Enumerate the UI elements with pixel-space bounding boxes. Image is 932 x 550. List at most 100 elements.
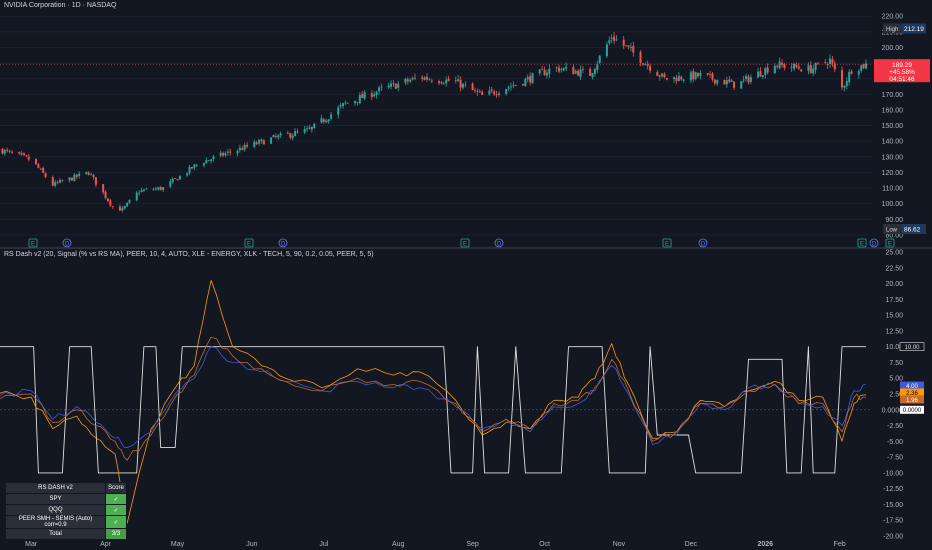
candle-body — [121, 208, 124, 211]
candle-body — [627, 45, 630, 47]
candle-body — [306, 128, 309, 130]
price-change-label: +45.58% — [889, 69, 915, 76]
indicator-tick-label: 2.50 — [889, 392, 903, 399]
candle-body — [286, 132, 289, 134]
earnings-marker-label: E — [860, 241, 864, 247]
earnings-marker-label: E — [463, 241, 467, 247]
candle-body — [831, 59, 834, 64]
candle-body — [123, 206, 126, 209]
indicator-tick-label: -2.50 — [887, 423, 903, 430]
candle-body — [673, 76, 676, 79]
candle-body — [593, 69, 596, 74]
indicator-tick-label: 7.50 — [889, 360, 903, 367]
indicator-tick-label: 15.00 — [885, 313, 903, 320]
candle-body — [346, 102, 349, 104]
low-tag-box — [883, 224, 902, 234]
indicator-tick-label: -20.00 — [883, 534, 903, 541]
candle-body — [862, 64, 865, 68]
dividend-marker-icon — [278, 238, 288, 248]
candle-body — [73, 174, 76, 182]
candle-body — [327, 119, 330, 122]
last-price-box — [874, 59, 930, 83]
candle-body — [109, 200, 112, 206]
candle-body — [817, 62, 820, 64]
indicator-value-label: 2.36 — [906, 391, 918, 397]
candle-body — [361, 94, 364, 98]
candle-body — [27, 156, 30, 160]
candle-body — [661, 73, 664, 77]
dividend-marker-label: D — [65, 241, 70, 247]
indicator-series-line — [0, 336, 867, 461]
candle-body — [759, 71, 762, 77]
candle-body — [241, 148, 244, 151]
high-tag: High — [886, 27, 898, 33]
candle-body — [68, 177, 71, 181]
candle-body — [3, 149, 6, 154]
candle-body — [725, 80, 728, 85]
x-tick-label: 2026 — [757, 541, 773, 548]
candle-body — [865, 63, 867, 69]
price-tick-label: 100.00 — [882, 201, 904, 208]
candle-body — [169, 181, 172, 187]
candle-body — [272, 135, 275, 138]
candle-body — [461, 83, 464, 88]
price-pane-title: NVIDIA Corporation · 1D · NASDAQ — [4, 2, 117, 9]
candle-body — [190, 167, 193, 169]
candle-body — [807, 65, 810, 71]
candle-body — [296, 131, 299, 133]
candle-body — [39, 168, 42, 170]
table-row-score: ✓ — [105, 515, 127, 529]
candle-body — [493, 91, 496, 95]
candle-body — [572, 66, 575, 75]
candle-body — [313, 123, 316, 128]
candle-body — [442, 83, 445, 85]
candle-body — [749, 77, 752, 83]
candle-body — [390, 83, 393, 87]
candle-body — [426, 76, 429, 80]
candle-body — [87, 172, 90, 175]
candle-body — [157, 187, 160, 190]
candle-body — [174, 178, 177, 179]
candle-body — [711, 73, 714, 80]
candle-body — [54, 181, 57, 186]
earnings-marker-icon — [885, 238, 895, 248]
candle-body — [6, 149, 9, 151]
candle-body — [454, 80, 457, 82]
candle-body — [730, 80, 733, 83]
candle-body — [548, 68, 551, 74]
indicator-tick-label: -7.50 — [887, 455, 903, 462]
table-header-name: RS DASH v2 — [5, 482, 106, 494]
candle-body — [289, 133, 292, 138]
candle-body — [294, 131, 297, 137]
candle-body — [243, 144, 246, 150]
indicator-tick-label: -10.00 — [883, 470, 903, 477]
last-price-label: 189.29 — [892, 62, 912, 69]
candle-body — [809, 65, 812, 74]
table-row-name: QQQ — [5, 504, 106, 516]
candle-body — [397, 83, 400, 88]
candle-body — [310, 126, 313, 130]
candle-body — [713, 79, 716, 84]
candle-body — [545, 72, 548, 76]
candle-body — [689, 72, 692, 81]
indicator-tick-label: 25.00 — [885, 250, 903, 257]
table-row-score: ✓ — [105, 493, 127, 505]
candle-body — [126, 202, 129, 207]
candle-body — [665, 77, 668, 80]
candle-body — [716, 80, 719, 84]
candle-body — [656, 71, 659, 76]
table-row: PEER SMH - SEMIS (Auto) corr=0.9 ✓ — [5, 515, 127, 529]
candle-body — [697, 72, 700, 77]
candle-body — [58, 180, 61, 183]
x-tick-label: Nov — [613, 541, 626, 548]
candle-body — [78, 173, 81, 177]
candle-body — [538, 69, 541, 74]
price-tick-label: 170.00 — [882, 92, 904, 99]
candle-body — [473, 90, 476, 91]
candle-body — [598, 55, 601, 63]
candle-body — [579, 69, 582, 78]
x-tick-label: Aug — [392, 541, 405, 548]
candle-body — [555, 67, 558, 69]
candle-body — [639, 51, 642, 63]
candle-body — [358, 95, 361, 104]
